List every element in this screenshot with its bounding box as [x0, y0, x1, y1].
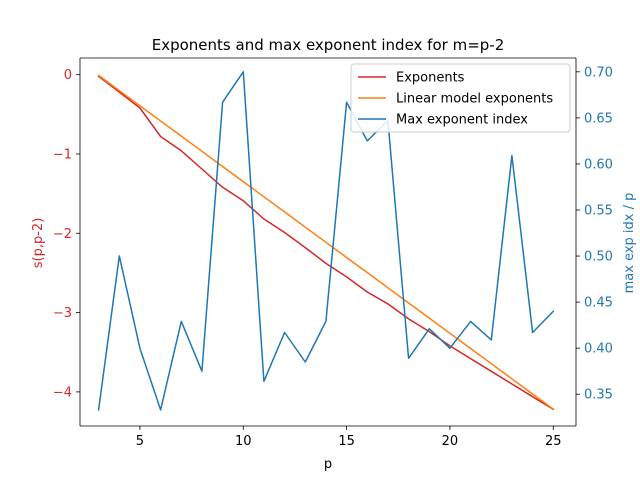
x-tick-label: 20	[442, 434, 459, 449]
y-right-tick-label: 0.60	[584, 157, 613, 172]
legend-label-3: Max exponent index	[396, 113, 528, 128]
y-left-tick-label: −4	[53, 385, 72, 400]
y-right-tick-label: 0.50	[584, 250, 613, 265]
chart-title: Exponents and max exponent index for m=p…	[152, 36, 505, 54]
y-right-tick-label: 0.35	[584, 388, 613, 403]
legend-label-2: Linear model exponents	[396, 92, 553, 107]
x-tick-label: 10	[235, 434, 252, 449]
plot-area	[97, 71, 555, 411]
y-left-axis-title: s(p,p-2)	[31, 218, 46, 269]
series-line-3	[97, 71, 555, 411]
x-tick-label: 25	[545, 434, 562, 449]
y-right-axis-title: max exp idx / p	[622, 193, 637, 294]
x-tick-label: 15	[338, 434, 355, 449]
axes: 5 10 15 20 25 0 −1 −2 −3 −4 0.35 0.40 0.45 0.50 0.55 0.…	[53, 57, 613, 449]
y-left-tick-label: −2	[53, 227, 72, 242]
y-left-tick-label: 0	[64, 68, 72, 83]
y-right-tick-label: 0.55	[584, 203, 613, 218]
y-right-tick-label: 0.40	[584, 342, 613, 357]
series-line-2	[97, 74, 555, 411]
y-right-tick-label: 0.45	[584, 296, 613, 311]
series-line-1	[97, 75, 555, 411]
legend-label-1: Exponents	[396, 71, 465, 86]
x-axis-title: p	[324, 457, 332, 472]
y-left-tick-label: −1	[53, 147, 72, 162]
legend: Exponents Linear model exponents Max expon…	[350, 63, 571, 133]
y-right-tick-label: 0.65	[584, 111, 613, 126]
x-tick-label: 5	[136, 434, 144, 449]
y-right-tick-label: 0.70	[584, 65, 613, 80]
legend-box	[350, 63, 571, 133]
y-left-tick-label: −3	[53, 306, 72, 321]
